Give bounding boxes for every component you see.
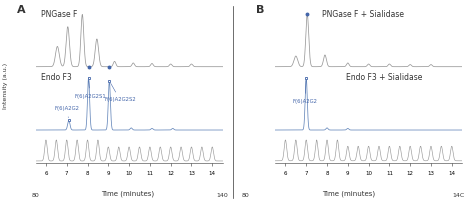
Text: F(6)A2G2: F(6)A2G2 [54,106,79,118]
Text: Endo F3 + Sialidase: Endo F3 + Sialidase [346,73,422,82]
Text: 80: 80 [32,193,39,198]
Text: PNGase F: PNGase F [41,10,78,19]
Text: Intensity (a.u.): Intensity (a.u.) [3,63,8,109]
Text: PNGase F + Sialidase: PNGase F + Sialidase [322,10,404,19]
Text: F(6)A2G2S1: F(6)A2G2S1 [74,80,106,99]
Text: F(6)A2G2S2: F(6)A2G2S2 [104,83,136,102]
Text: Time (minutes): Time (minutes) [101,191,155,197]
Text: Endo F3: Endo F3 [41,73,72,82]
Text: F(6)A2G2: F(6)A2G2 [293,80,318,104]
Text: Time (minutes): Time (minutes) [322,191,375,197]
Text: A: A [17,5,26,15]
Text: 140: 140 [216,193,228,198]
Text: B: B [256,5,264,15]
Text: 80: 80 [242,193,249,198]
Text: 14C: 14C [453,193,465,198]
